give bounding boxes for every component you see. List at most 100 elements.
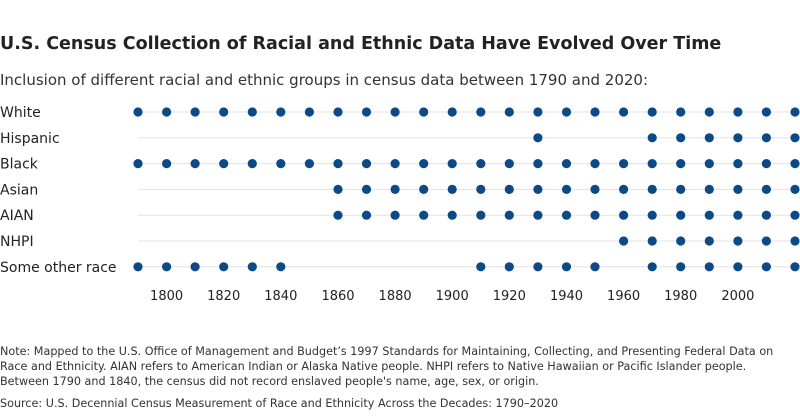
- dot-some-other-race-1910: [476, 262, 486, 272]
- dot-some-other-race-1970: [647, 262, 657, 272]
- dot-white-1880: [390, 107, 400, 117]
- dot-black-1980: [676, 159, 686, 169]
- dot-white-1890: [419, 107, 429, 117]
- row-label-hispanic: Hispanic: [0, 131, 60, 147]
- dot-hispanic-1980: [676, 133, 686, 143]
- dot-white-1920: [504, 107, 514, 117]
- x-tick-2000: 2000: [721, 289, 754, 304]
- dot-black-1880: [390, 159, 400, 169]
- row-label-white: White: [0, 105, 41, 121]
- row-label-some-other-race: Some other race: [0, 260, 117, 276]
- dot-white-1820: [219, 107, 229, 117]
- dot-nhpi-2000: [733, 236, 743, 246]
- dot-aian-1920: [504, 210, 514, 220]
- dot-white-1940: [561, 107, 572, 117]
- dot-asian-2010: [761, 184, 772, 194]
- dot-black-2020: [790, 159, 800, 169]
- dot-white-1840: [276, 107, 286, 117]
- dot-asian-1860: [333, 184, 343, 194]
- dot-white-1830: [247, 107, 257, 117]
- dot-white-2020: [790, 107, 800, 117]
- dot-hispanic-2000: [733, 133, 743, 143]
- dot-black-1930: [533, 159, 543, 169]
- dot-black-1800: [162, 159, 172, 169]
- dot-white-1800: [162, 107, 172, 117]
- x-tick-1980: 1980: [664, 289, 697, 304]
- dot-aian-1890: [419, 210, 429, 220]
- dot-nhpi-1990: [704, 236, 714, 246]
- dot-white-1860: [333, 107, 343, 117]
- dot-some-other-race-1830: [247, 262, 257, 272]
- dot-aian-1970: [647, 210, 657, 220]
- dot-aian-2010: [761, 210, 772, 220]
- dot-white-2010: [761, 107, 772, 117]
- dot-asian-1990: [704, 184, 714, 194]
- dot-asian-1970: [647, 184, 657, 194]
- dot-asian-1920: [504, 184, 514, 194]
- dot-nhpi-2010: [761, 236, 772, 246]
- dot-asian-1890: [419, 184, 429, 194]
- dot-aian-1950: [590, 210, 600, 220]
- x-tick-1880: 1880: [379, 289, 412, 304]
- dot-white-1790: [133, 107, 143, 117]
- dot-aian-1880: [390, 210, 400, 220]
- dot-asian-2020: [790, 184, 800, 194]
- x-tick-1860: 1860: [321, 289, 354, 304]
- dot-black-1830: [247, 159, 257, 169]
- chart-note: Note: Mapped to the U.S. Office of Manag…: [0, 345, 774, 388]
- dot-black-1790: [133, 159, 143, 169]
- data-dots: [133, 107, 800, 272]
- dot-black-1960: [619, 159, 629, 169]
- dot-hispanic-1970: [647, 133, 657, 143]
- dot-white-1970: [647, 107, 657, 117]
- dot-white-2000: [733, 107, 743, 117]
- dot-white-1810: [190, 107, 200, 117]
- dot-white-1990: [704, 107, 714, 117]
- dot-nhpi-1970: [647, 236, 657, 246]
- x-tick-1960: 1960: [607, 289, 640, 304]
- dot-black-1920: [504, 159, 514, 169]
- dot-some-other-race-1800: [162, 262, 172, 272]
- dot-some-other-race-1950: [590, 262, 600, 272]
- dot-black-1840: [276, 159, 286, 169]
- dot-asian-1900: [447, 184, 457, 194]
- dot-aian-1990: [704, 210, 714, 220]
- row-label-asian: Asian: [0, 182, 38, 198]
- dot-asian-1980: [676, 184, 686, 194]
- dot-aian-2000: [733, 210, 743, 220]
- dot-asian-1940: [561, 184, 572, 194]
- dot-black-1950: [590, 159, 600, 169]
- dot-black-1990: [704, 159, 714, 169]
- dot-asian-1960: [619, 184, 629, 194]
- dot-nhpi-1980: [676, 236, 686, 246]
- dot-black-1850: [304, 159, 314, 169]
- dot-black-1860: [333, 159, 343, 169]
- row-label-nhpi: NHPI: [0, 234, 34, 250]
- dot-some-other-race-2010: [761, 262, 772, 272]
- gridlines: [138, 111, 795, 268]
- dot-some-other-race-1940: [561, 262, 572, 272]
- dot-aian-1930: [533, 210, 543, 220]
- dot-nhpi-2020: [790, 236, 800, 246]
- dot-aian-1980: [676, 210, 686, 220]
- chart-source: Source: U.S. Decennial Census Measuremen…: [0, 397, 559, 410]
- dot-black-1890: [419, 159, 429, 169]
- x-tick-1900: 1900: [436, 289, 469, 304]
- dot-some-other-race-1820: [219, 262, 229, 272]
- dot-aian-1900: [447, 210, 457, 220]
- chart-subtitle: Inclusion of different racial and ethnic…: [0, 71, 649, 89]
- x-tick-1840: 1840: [264, 289, 297, 304]
- dot-nhpi-1960: [619, 236, 629, 246]
- dot-asian-1930: [533, 184, 543, 194]
- dot-some-other-race-1920: [504, 262, 514, 272]
- dot-white-1910: [476, 107, 486, 117]
- dot-some-other-race-2020: [790, 262, 800, 272]
- dot-some-other-race-1840: [276, 262, 286, 272]
- dot-hispanic-1930: [533, 133, 543, 143]
- dot-white-1900: [447, 107, 457, 117]
- dot-some-other-race-1790: [133, 262, 143, 272]
- x-tick-1800: 1800: [150, 289, 183, 304]
- dot-hispanic-2020: [790, 133, 800, 143]
- chart-title: U.S. Census Collection of Racial and Eth…: [0, 34, 722, 54]
- dot-aian-2020: [790, 210, 800, 220]
